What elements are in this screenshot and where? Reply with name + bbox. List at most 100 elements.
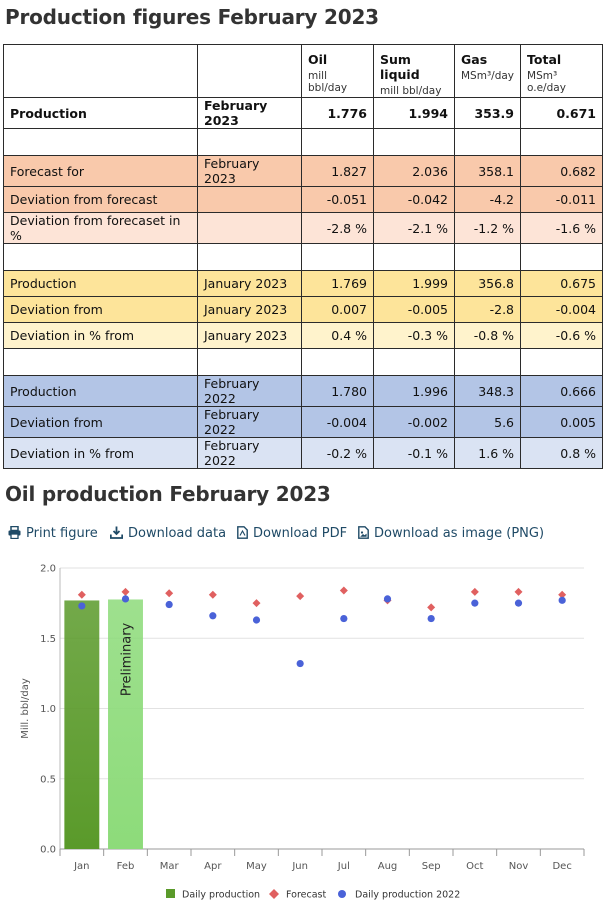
y-axis-label: Mill. bbl/day [20, 678, 31, 739]
x-tick-label: Apr [204, 861, 222, 872]
table-cell: -0.005 [373, 296, 455, 323]
x-tick-label: Dec [552, 861, 571, 872]
x-tick-label: Mar [160, 861, 180, 872]
table-cell: 353.9 [453, 97, 522, 129]
table-cell: 1.994 [373, 97, 455, 129]
blank-cell [301, 243, 374, 271]
table-cell: -0.002 [373, 406, 455, 438]
production-2022-point [383, 595, 392, 603]
table-cell: 5.6 [453, 406, 522, 438]
legend-swatch-production-2022 [338, 890, 346, 898]
x-tick-label: Jul [337, 861, 350, 872]
column-header [197, 44, 302, 98]
blank-cell [3, 128, 198, 156]
download-png-button[interactable]: Download as image (PNG) [358, 526, 544, 541]
production-2022-point [78, 602, 86, 610]
table-cell: -2.8 [453, 296, 522, 323]
table-cell: Forecast for [3, 155, 198, 187]
production-2022-point [340, 614, 348, 623]
table-cell: Production [3, 270, 198, 297]
pdf-file-icon [237, 526, 248, 539]
table-cell: 358.1 [453, 155, 522, 187]
chart-title: Oil production February 2023 [5, 482, 331, 506]
table-cell: January 2023 [197, 296, 302, 323]
page-title: Production figures February 2023 [5, 5, 379, 29]
table-cell: February 2022 [197, 406, 302, 438]
x-tick-label: Oct [466, 861, 483, 872]
column-header: Oil mill bbl/day [301, 44, 374, 98]
table-cell: 0.666 [520, 375, 604, 407]
y-tick-label: 1.0 [40, 704, 56, 715]
table-cell: -0.3 % [373, 322, 455, 349]
table-cell: -2.8 % [301, 212, 374, 244]
print-figure-button[interactable]: Print figure [8, 525, 98, 541]
blank-cell [520, 348, 604, 376]
download-pdf-button[interactable]: Download PDF [237, 526, 347, 541]
table-cell: Production [3, 97, 198, 129]
table-row: Production February 2023 1.776 1.994 353.9 0.… [3, 97, 604, 129]
legend-swatch-forecast [269, 889, 279, 899]
table-cell: 356.8 [453, 270, 522, 297]
table-row: Forecast for February 2023 1.827 2.036 358.1… [3, 155, 604, 187]
x-tick-label: Feb [117, 861, 135, 872]
y-tick-label: 0.5 [40, 774, 56, 785]
blank-cell [453, 128, 522, 156]
table-cell: Deviation in % from [3, 322, 198, 349]
table-cell: February 2023 [197, 155, 302, 187]
forecast-point [77, 590, 86, 599]
production-2022-point [121, 595, 130, 603]
table-cell [197, 212, 302, 244]
legend-label-production-2022: Daily production 2022 [355, 890, 460, 901]
column-header [3, 44, 198, 98]
x-tick-label: Nov [509, 861, 529, 872]
bar-daily-production [64, 600, 100, 849]
table-row: Deviation from February 2022 -0.004 -0.002 5… [3, 406, 604, 438]
forecast-point [121, 587, 130, 596]
table-row: Deviation in % from January 2023 0.4 % -0.3… [3, 322, 604, 349]
table-cell: Deviation from [3, 296, 198, 323]
table-header-row: Oil mill bbl/day Sum liquid mill bbl/day Gas… [3, 44, 604, 98]
table-row: Production January 2023 1.769 1.999 356.8 0.6… [3, 270, 604, 297]
forecast-point [514, 587, 523, 596]
forecast-point [296, 592, 305, 601]
column-header: Total MSm³ o.e/day [520, 44, 604, 98]
column-header-unit: mill bbl/day [380, 85, 442, 97]
table-cell: -1.2 % [453, 212, 522, 244]
bar-annotation-label: Preliminary [120, 622, 135, 696]
y-tick-label: 1.5 [40, 634, 56, 645]
table-cell: -0.011 [520, 186, 604, 213]
table-cell: -2.1 % [373, 212, 455, 244]
table-cell: -0.051 [301, 186, 374, 213]
blank-cell [373, 243, 455, 271]
production-2022-point [427, 614, 435, 623]
table-row: Deviation from forecaset in % -2.8 % -2.1 … [3, 212, 604, 244]
table-cell: Deviation from forecast [3, 186, 198, 213]
legend-label-forecast: Forecast [286, 890, 326, 901]
table-cell: Deviation from [3, 406, 198, 438]
download-png-label: Download as image (PNG) [374, 526, 545, 541]
table-cell: 2.036 [373, 155, 455, 187]
column-header: Sum liquid mill bbl/day [373, 44, 455, 98]
production-2022-point [514, 599, 523, 607]
table-cell: Deviation from forecaset in % [3, 212, 198, 244]
table-cell: -0.042 [373, 186, 455, 213]
blank-cell [301, 348, 374, 376]
forecast-point [427, 603, 436, 612]
forecast-point [165, 589, 174, 598]
table-cell: 1.769 [301, 270, 374, 297]
table-cell: 1.6 % [453, 437, 522, 469]
production-2022-point [252, 616, 261, 624]
table-cell: -0.1 % [373, 437, 455, 469]
blank-cell [453, 243, 522, 271]
table-cell: February 2022 [197, 375, 302, 407]
blank-cell [520, 128, 604, 156]
column-header-label: Total [527, 52, 562, 67]
x-tick-label: Jun [291, 861, 308, 872]
table-cell: 0.007 [301, 296, 374, 323]
x-tick-label: Aug [378, 861, 398, 872]
download-data-label: Download data [128, 526, 227, 541]
download-icon [109, 526, 124, 539]
blank-row [3, 128, 604, 156]
download-data-button[interactable]: Download data [109, 526, 227, 541]
blank-cell [197, 348, 302, 376]
